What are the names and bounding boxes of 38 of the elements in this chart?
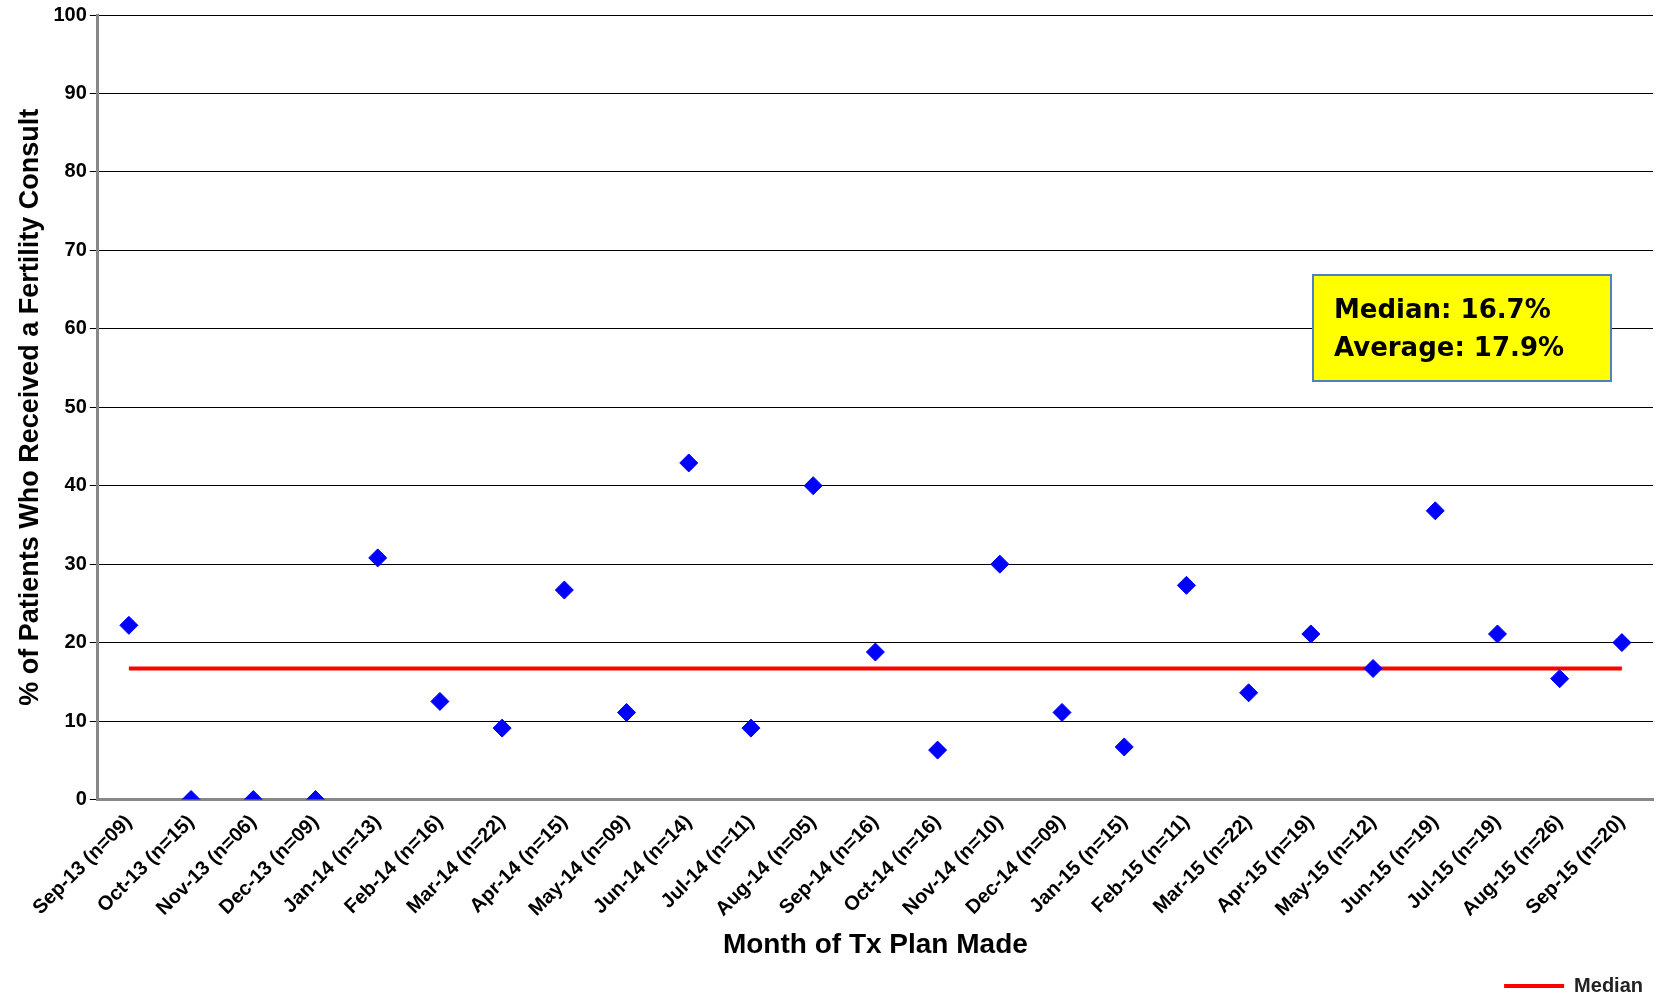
x-axis-title: Month of Tx Plan Made (722, 927, 1028, 959)
point (1612, 633, 1632, 653)
point (1114, 737, 1134, 757)
annotation: Median: 16.7% (1334, 293, 1552, 326)
legend-label: Median (1574, 973, 1644, 996)
point (1487, 624, 1507, 644)
point (554, 580, 574, 600)
y-tick-label: 40 (64, 473, 87, 496)
point (990, 554, 1010, 574)
point (803, 476, 823, 496)
point (1052, 702, 1072, 722)
y-axis-title: % of Patients Who Received a Fertility Consult (13, 108, 44, 706)
y-tick-label: 70 (64, 237, 87, 260)
y-tick-label: 20 (64, 630, 87, 653)
point (119, 615, 139, 635)
y-tick-label: 100 (53, 2, 87, 25)
y-tick-label: 50 (64, 394, 87, 417)
point (1301, 624, 1321, 644)
point (679, 453, 699, 473)
annotation: Average: 17.9% (1334, 331, 1566, 364)
point (1425, 501, 1445, 521)
y-tick-label: 80 (64, 159, 87, 182)
point (1363, 658, 1383, 678)
point (368, 548, 388, 568)
y-tick-label: 30 (64, 551, 87, 574)
y-tick-label: 90 (64, 80, 87, 103)
point (1239, 683, 1259, 703)
y-tick-label: 10 (64, 708, 87, 731)
point (430, 691, 450, 711)
point (617, 702, 637, 722)
y-tick-label: 60 (64, 316, 87, 339)
point (928, 740, 948, 760)
point (741, 718, 761, 738)
point (1176, 575, 1196, 595)
point (492, 718, 512, 738)
point (865, 642, 885, 662)
point (1550, 669, 1570, 689)
y-tick-label: 0 (75, 787, 87, 810)
